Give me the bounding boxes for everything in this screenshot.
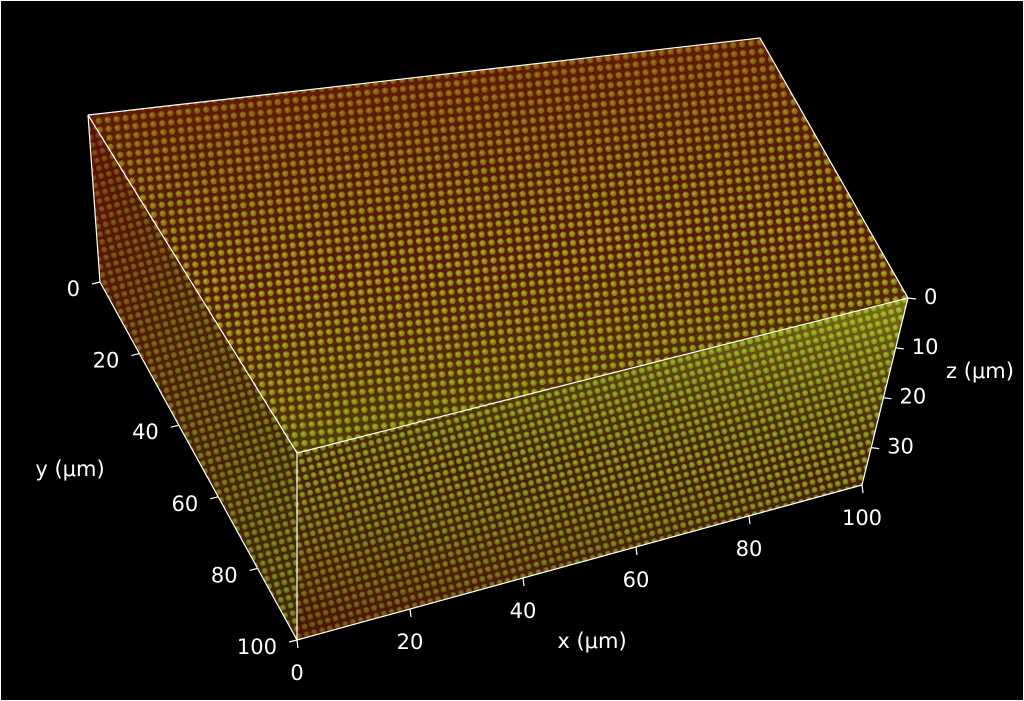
- y-tick: [131, 353, 140, 357]
- y-tick: [210, 496, 219, 500]
- x-tick: [522, 577, 525, 587]
- y-tick-label: 20: [93, 349, 120, 373]
- z-tick: [883, 397, 892, 400]
- x-tick-label: 40: [510, 599, 537, 623]
- z-tick-label: 10: [912, 335, 939, 359]
- x-axis-title: x (μm): [557, 629, 626, 653]
- x-tick-label: 80: [736, 537, 763, 561]
- z-tick: [895, 347, 904, 350]
- left-face-shade: [88, 115, 297, 640]
- x-tick: [748, 515, 751, 525]
- box: [87, 37, 909, 641]
- top-face-shade: [88, 38, 908, 453]
- y-tick: [170, 424, 179, 428]
- back-edge: [87, 114, 101, 283]
- y-axis-line: [99, 281, 298, 641]
- z-tick-label: 30: [887, 435, 914, 459]
- z-tick-label: 20: [899, 385, 926, 409]
- x-tick-label: 20: [397, 630, 424, 654]
- x-axis-line: [296, 484, 863, 641]
- y-tick-label: 100: [237, 635, 277, 659]
- x-tick: [861, 484, 864, 494]
- z-tick-label: 0: [924, 285, 937, 309]
- y-tick: [249, 567, 258, 571]
- right-edge: [861, 297, 909, 486]
- y-tick: [288, 639, 298, 643]
- x-tick-label: 100: [842, 506, 882, 530]
- z-tick: [907, 297, 917, 300]
- y-tick-label: 40: [132, 420, 159, 444]
- x-tick-label: 0: [290, 661, 303, 685]
- x-tick: [635, 546, 638, 556]
- y-tick-label: 0: [67, 277, 80, 301]
- y-tick-label: 80: [211, 563, 238, 587]
- y-tick: [91, 281, 101, 285]
- z-tick: [871, 447, 880, 450]
- z-axis-title: z (μm): [946, 359, 1014, 383]
- x-tick-label: 60: [623, 568, 650, 592]
- front-face-shade: [297, 298, 908, 640]
- y-axis-title: y (μm): [35, 457, 104, 481]
- x-tick: [296, 639, 299, 649]
- x-tick: [409, 608, 412, 618]
- y-tick-label: 60: [171, 492, 198, 516]
